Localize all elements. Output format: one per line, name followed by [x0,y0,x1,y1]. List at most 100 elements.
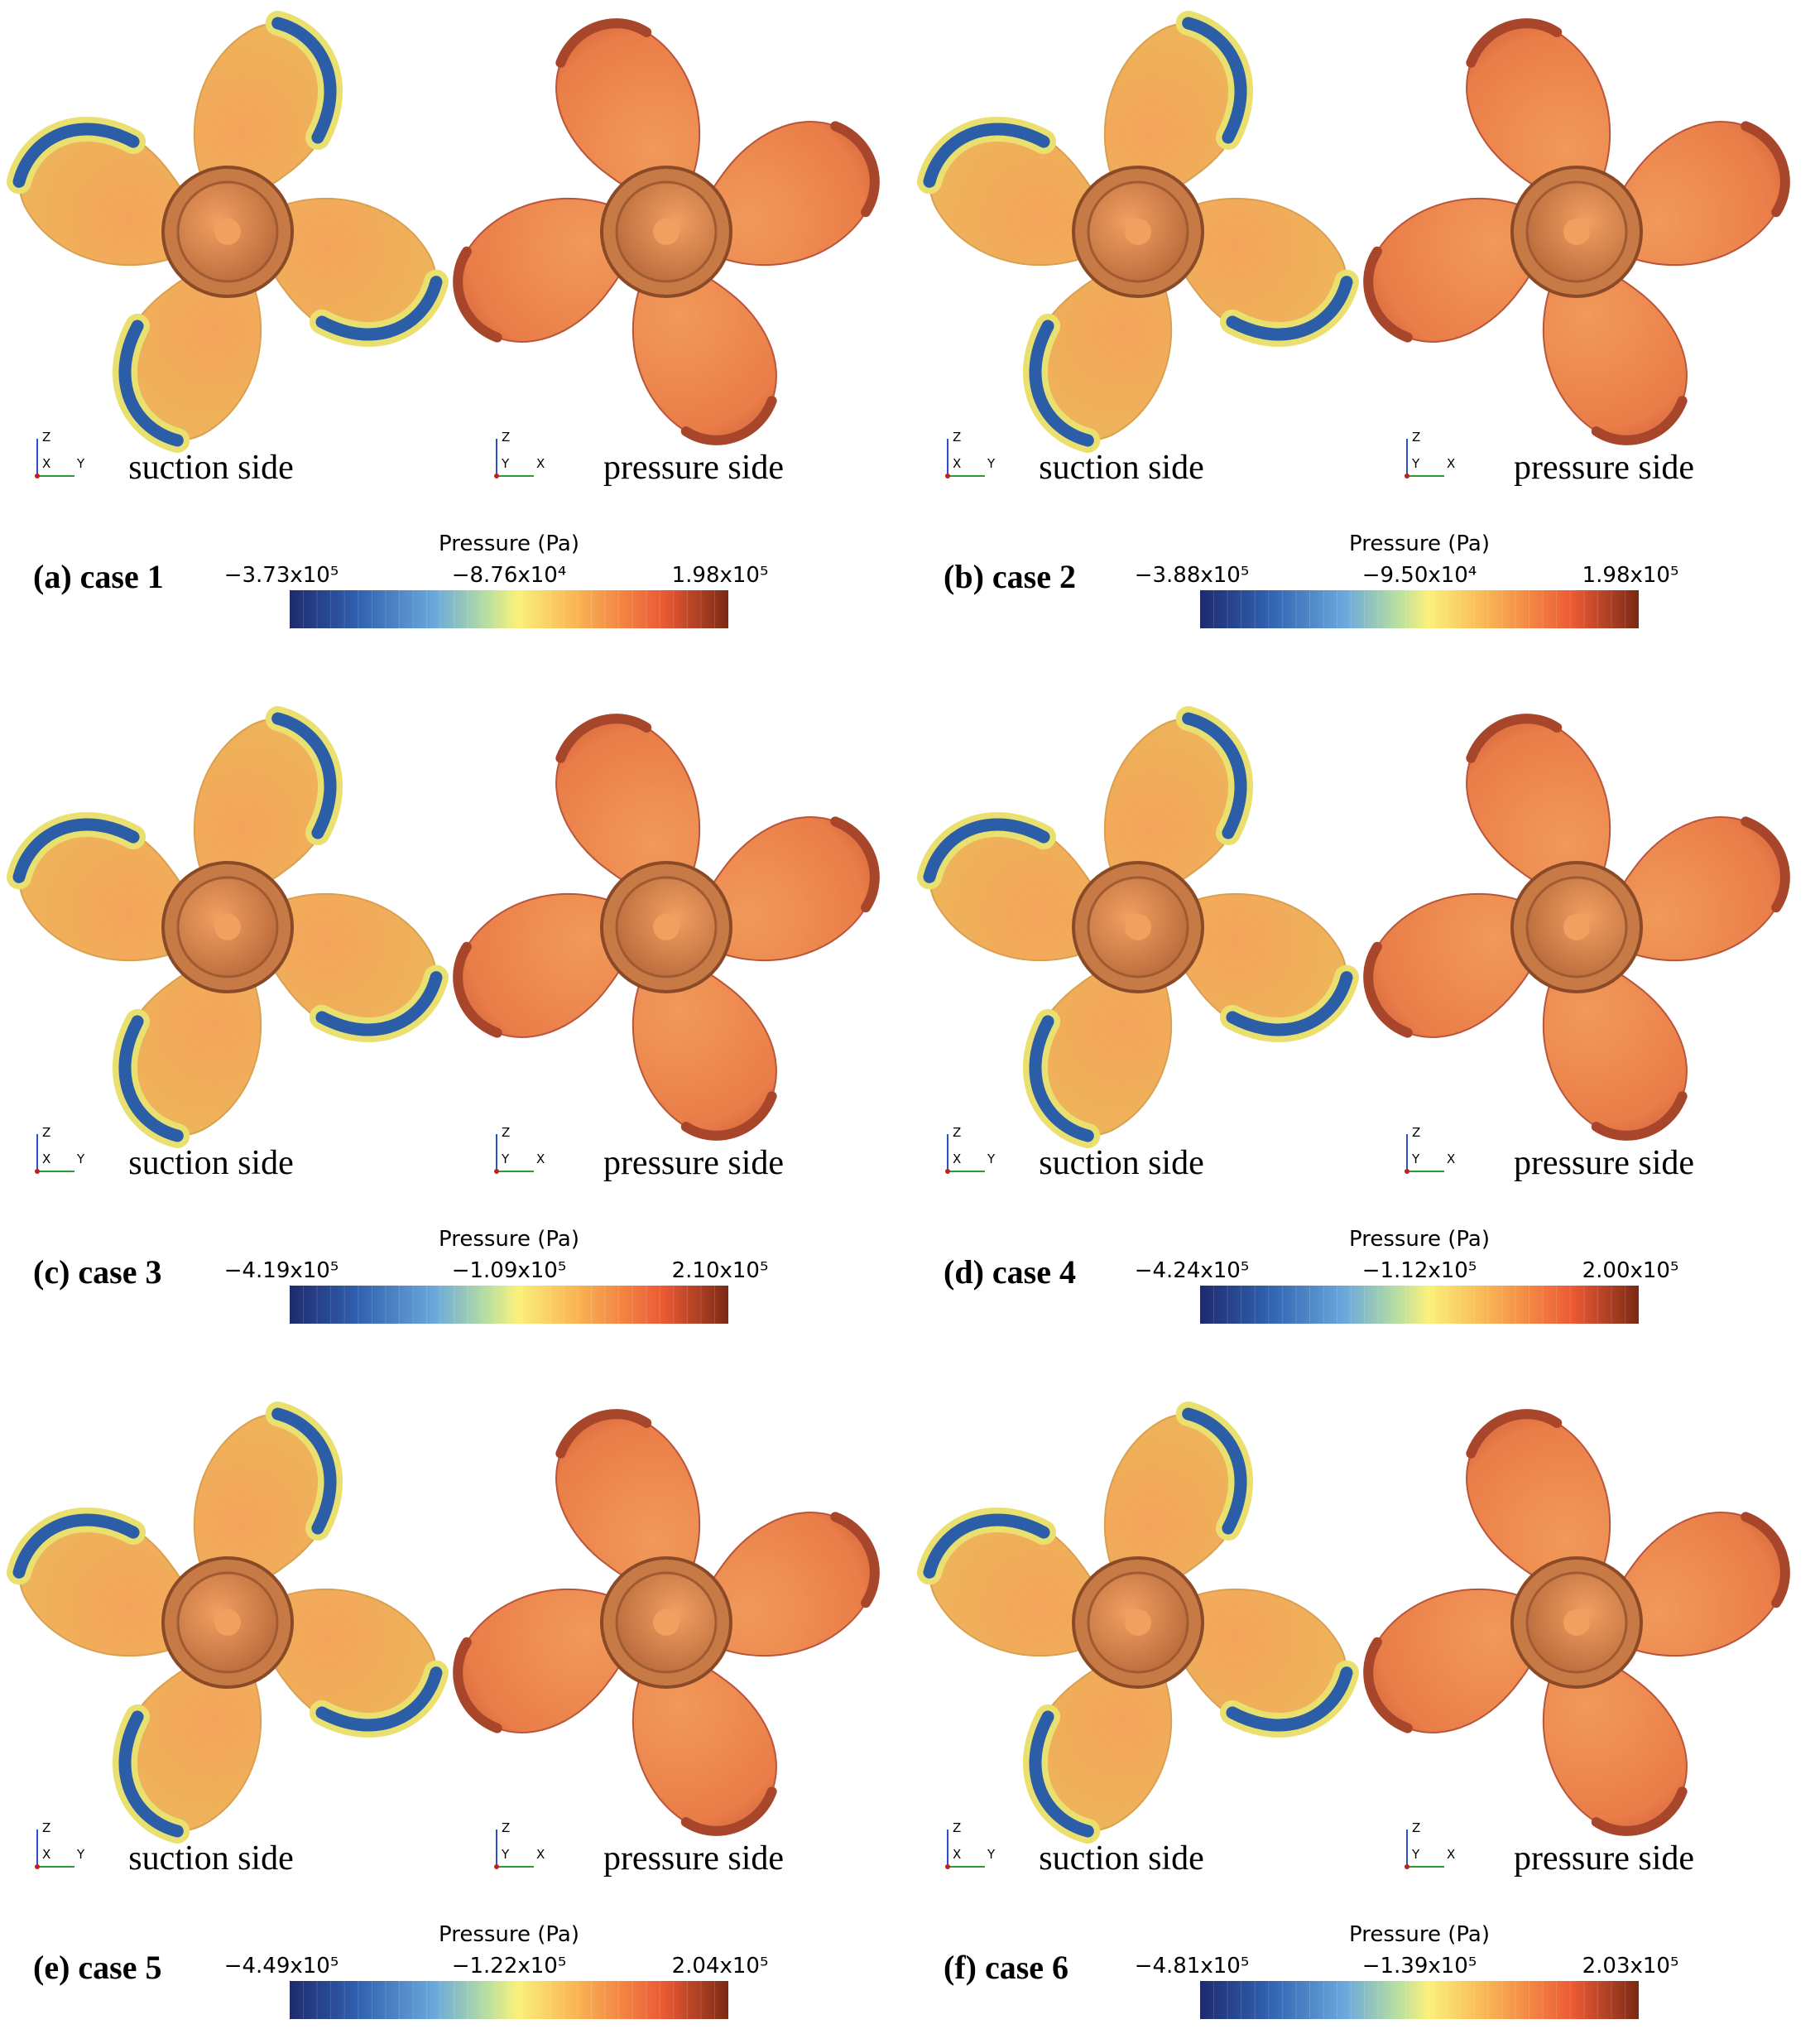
triad-label: Z [42,1125,50,1140]
leading-edge-min [118,1015,184,1142]
triad-label: Y [1411,1152,1420,1166]
colorbar-min: −4.19x10⁵ [224,1258,339,1283]
blade [6,116,188,267]
blade [1103,705,1254,887]
blade-tip [830,121,880,218]
axis-triad: ZX Y [945,1125,996,1174]
blade [706,121,880,267]
side-label: pressure side [1514,449,1694,487]
case-label: (c) case 3 [33,1253,161,1291]
triad-origin [1405,1864,1409,1869]
blade [916,1507,1098,1657]
triad-label: Y [501,1847,510,1862]
colorbar-min: −4.49x10⁵ [224,1954,339,1979]
triad-label: Z [42,1820,50,1835]
blade [631,967,777,1141]
leading-edge-min [12,123,140,188]
blade [706,816,880,962]
triad-label: X [953,1847,961,1862]
blade [631,272,777,445]
blade-tip [1466,714,1563,763]
triad-label: X [1447,456,1455,471]
triad-label: X [1447,1847,1455,1862]
colorbar-title: Pressure (Pa) [1349,1227,1490,1252]
leading-edge-min [118,320,184,447]
leading-edge-min [1029,320,1094,447]
triad-origin [945,1169,950,1174]
triad-label: Z [953,1820,961,1835]
blade [1022,967,1173,1149]
triad-label: Y [987,1847,996,1862]
triad-label: Y [1411,456,1420,471]
colorbar-min: −4.24x10⁵ [1135,1258,1250,1283]
blade [916,811,1098,962]
blade [1022,272,1173,454]
hub-cap [1125,914,1151,940]
blade [1616,816,1790,962]
axis-triad: ZX Y [945,1820,996,1869]
blade-tip [555,1409,652,1459]
blade [706,1512,880,1657]
triad-label: Y [76,1152,85,1166]
hub-cap [1125,219,1151,245]
blade [1103,1401,1254,1583]
blade-tip [1591,396,1688,445]
triad-origin [35,1169,40,1174]
side-label: suction side [128,1144,293,1182]
triad-label: Y [987,1152,996,1166]
triad-label: Z [1412,1820,1420,1835]
blade-tip [830,1512,880,1608]
pressure-propeller [1363,18,1790,445]
blade [6,811,188,962]
leading-edge-min [118,1710,184,1838]
leading-edge-min [1182,1407,1247,1535]
colorbar [290,1981,728,2019]
triad-origin [35,1864,40,1869]
leading-edge-min [1029,1015,1094,1142]
colorbar [290,1286,728,1324]
blade [1616,121,1790,267]
blade [1022,1662,1173,1844]
blade [1542,1662,1688,1836]
triad-origin [945,1864,950,1869]
blade [1466,714,1611,887]
leading-edge-min [923,123,1050,188]
triad-label: Z [502,1125,510,1140]
blade [1363,892,1537,1038]
leading-edge-min [271,712,337,839]
colorbar-min: −3.73x10⁵ [224,563,339,588]
colorbar [290,590,728,628]
suction-propeller [916,705,1360,1149]
leading-edge-min [1029,1710,1094,1838]
colorbar-title: Pressure (Pa) [1349,531,1490,556]
hub-cap [653,1609,679,1636]
triad-label: X [1447,1152,1455,1166]
suction-propeller [6,705,449,1149]
axis-triad: ZX Y [35,430,85,478]
side-label: pressure side [1514,1839,1694,1878]
axis-triad: ZX Y [35,1125,85,1174]
triad-origin [494,1169,499,1174]
axis-triad: ZY X [1405,1125,1455,1174]
blade-tip [1363,1637,1413,1733]
colorbar-max: 2.03x10⁵ [1582,1954,1679,1979]
triad-origin [494,1864,499,1869]
colorbar-max: 2.04x10⁵ [672,1954,769,1979]
blade [916,116,1098,267]
pressure-propeller [1363,714,1790,1141]
triad-label: Z [1412,430,1420,445]
leading-edge-min [315,276,443,341]
colorbar-mid: −9.50x10⁴ [1362,563,1477,588]
suction-propeller [916,1401,1360,1844]
side-label: pressure side [1514,1144,1694,1182]
leading-edge-min [1226,1666,1353,1732]
case-label: (f) case 6 [944,1949,1068,1986]
triad-label: X [42,1847,50,1862]
triad-label: Z [1412,1125,1420,1140]
case-label: (a) case 1 [33,558,164,595]
hub-cap [1563,1609,1590,1636]
hub-cap [1125,1609,1151,1636]
triad-origin [494,474,499,478]
leading-edge-min [1226,276,1353,341]
